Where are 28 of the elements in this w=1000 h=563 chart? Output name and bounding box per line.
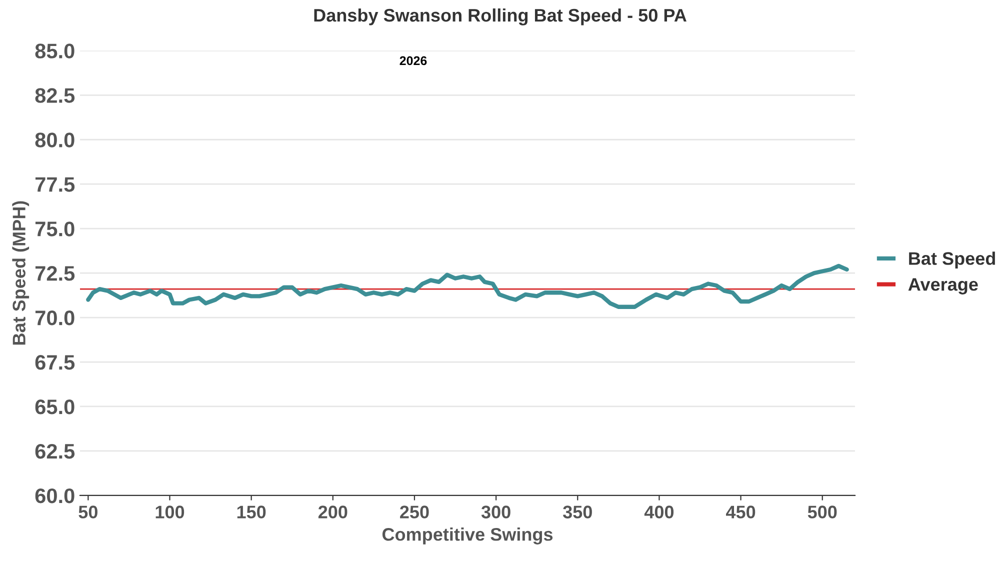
- annotation: 2026: [400, 56, 427, 66]
- x-tick-label: 50: [78, 506, 98, 518]
- y-tick-label: 80.0: [35, 132, 74, 148]
- y-tick-label: 85.0: [35, 44, 74, 58]
- x-tick-label: 350: [562, 506, 592, 518]
- x-tick-label: 100: [156, 506, 184, 518]
- y-tick-label: 65.0: [35, 399, 74, 414]
- x-tick-label: 300: [481, 506, 510, 518]
- ref-line-label: Average: [908, 278, 978, 294]
- x-tick-label: 400: [644, 506, 674, 518]
- y-axis-title: Bat Speed (MPH): [12, 201, 30, 345]
- y-tick-label: 72.5: [35, 266, 75, 281]
- x-tick-label: 500: [808, 506, 837, 518]
- x-tick-label: 150: [237, 506, 266, 518]
- x-axis-title: Competitive Swings: [382, 528, 553, 544]
- x-tick-label: 250: [400, 506, 429, 518]
- y-tick-label: 75.0: [35, 222, 74, 236]
- y-tick-label: 82.5: [35, 88, 75, 103]
- y-tick-label: 67.5: [35, 355, 75, 370]
- y-tick-label: 62.5: [35, 444, 75, 459]
- y-tick-label: 60.0: [35, 488, 74, 504]
- line-series: [86, 264, 849, 309]
- x-tick-label: 200: [318, 506, 348, 518]
- chart-title: Dansby Swanson Rolling Bat Speed - 50 PA: [314, 8, 686, 26]
- x-tick-label: 450: [726, 506, 756, 518]
- legend-label: Bat Speed: [909, 252, 995, 268]
- y-tick-label: 77.5: [35, 177, 75, 192]
- y-tick-label: 70.0: [35, 310, 74, 326]
